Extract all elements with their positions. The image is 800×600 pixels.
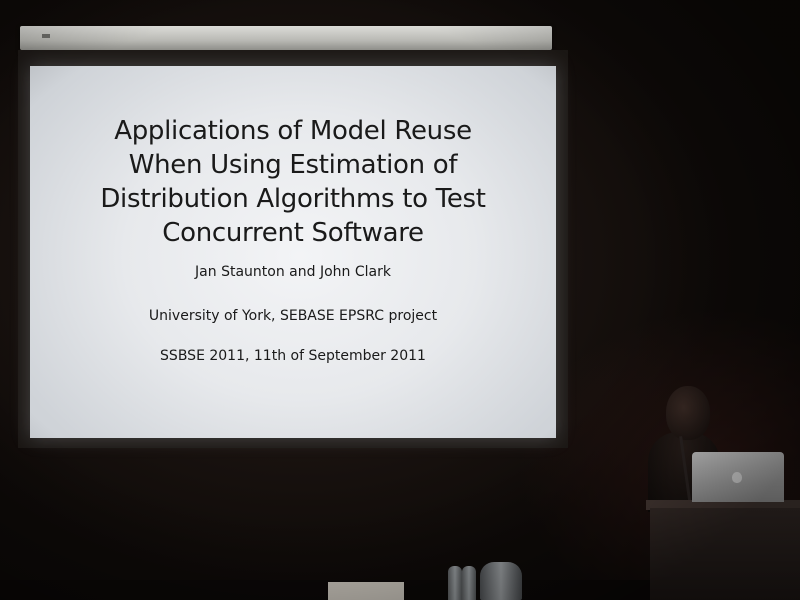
slide-title-line: Concurrent Software <box>162 218 424 248</box>
laptop <box>692 452 784 502</box>
water-jug <box>480 562 522 600</box>
slide-title-line: Applications of Model Reuse <box>114 116 472 146</box>
slide-title: Applications of Model Reuse When Using E… <box>30 114 556 250</box>
podium <box>650 508 800 600</box>
slide-conference: SSBSE 2011, 11th of September 2011 <box>160 348 426 364</box>
front-table <box>0 580 650 600</box>
water-bottle <box>448 566 462 600</box>
water-glass <box>462 566 476 600</box>
apple-icon <box>732 472 742 483</box>
screen-pull-tab <box>42 34 50 38</box>
slide-affiliation: University of York, SEBASE EPSRC project <box>148 308 438 324</box>
name-card <box>328 582 404 600</box>
slide-authors: Jan Staunton and John Clark <box>195 264 391 280</box>
presenter-head <box>666 386 710 440</box>
slide-title-line: Distribution Algorithms to Test <box>100 184 486 214</box>
slide-title-line: When Using Estimation of <box>128 150 458 180</box>
projection-screen-housing <box>20 26 552 50</box>
podium-top <box>646 500 800 510</box>
projected-slide: Applications of Model Reuse When Using E… <box>30 66 556 438</box>
